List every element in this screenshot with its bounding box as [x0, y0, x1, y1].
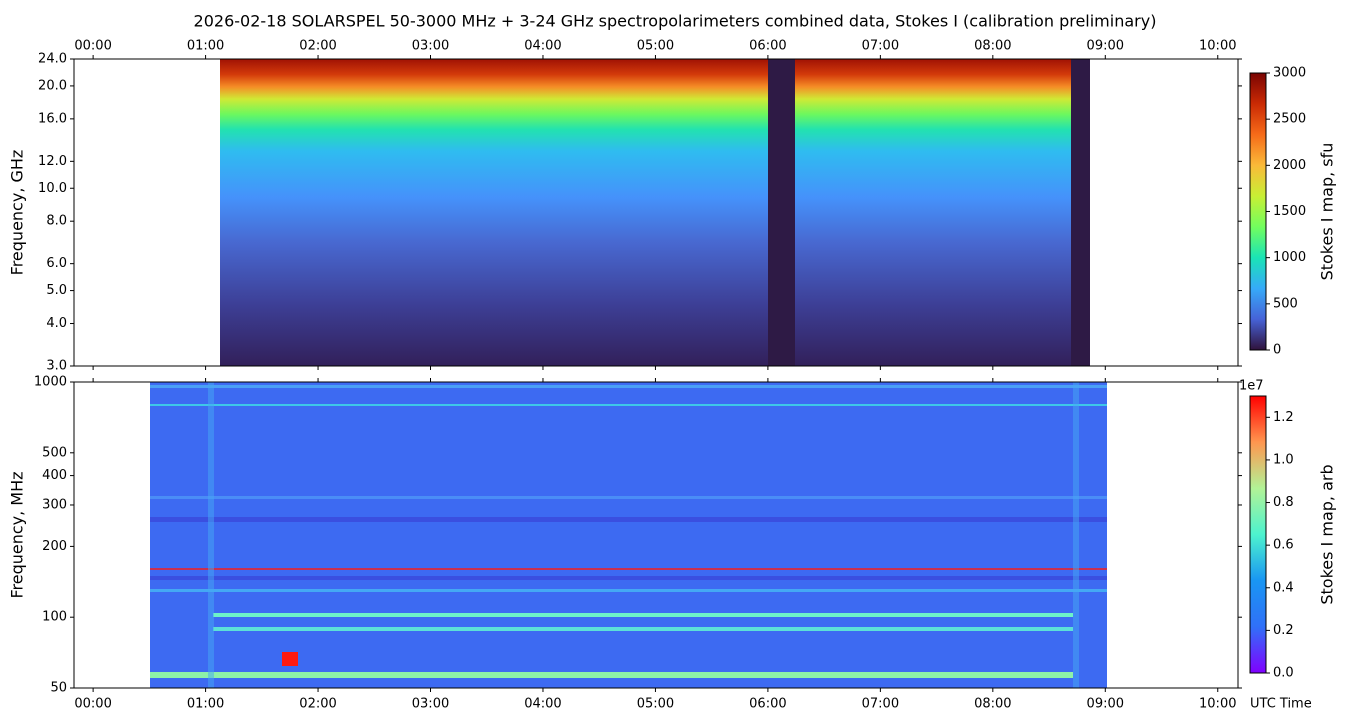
colorbar-offset-label: 1e7: [1239, 379, 1264, 394]
x-tick-label: 08:00: [974, 697, 1011, 712]
x-tick-label: 03:00: [412, 697, 449, 712]
colorbar-label: Stokes I map, sfu: [1318, 143, 1337, 281]
x-tick-label: 06:00: [749, 39, 786, 54]
colorbar-tick-label: 2500: [1273, 112, 1306, 127]
x-tick-label: 07:00: [862, 39, 899, 54]
colorbar: [1249, 395, 1267, 674]
colorbar-tick-label: 500: [1273, 296, 1298, 311]
y-tick-label: 20.0: [38, 78, 67, 93]
y-tick-label: 500: [42, 445, 67, 460]
y-tick-label: 10.0: [38, 181, 67, 196]
x-tick-label: 05:00: [637, 697, 674, 712]
y-tick-label: 4.0: [46, 316, 67, 331]
colorbar: [1249, 72, 1267, 351]
y-tick-label: 300: [42, 497, 67, 512]
y-tick-label: 5.0: [46, 283, 67, 298]
plot-frame: [73, 381, 1239, 689]
x-tick-label: 05:00: [637, 39, 674, 54]
x-tick-label: 10:00: [1199, 39, 1236, 54]
x-tick-label: 04:00: [524, 39, 561, 54]
colorbar-tick-label: 1.0: [1273, 452, 1294, 467]
colorbar-tick-label: 0: [1273, 343, 1281, 358]
colorbar-tick-label: 0.6: [1273, 538, 1294, 553]
x-tick-label: 04:00: [524, 697, 561, 712]
colorbar-tick-label: 1500: [1273, 204, 1306, 219]
x-tick-label: 01:00: [187, 39, 224, 54]
y-tick-label: 3.0: [46, 359, 67, 374]
x-tick-label: 00:00: [74, 697, 111, 712]
x-tick-label: 08:00: [974, 39, 1011, 54]
x-tick-label: 03:00: [412, 39, 449, 54]
spectrogram-image: [150, 382, 1107, 688]
x-tick-label: 02:00: [299, 697, 336, 712]
colorbar-tick-label: 0.8: [1273, 495, 1294, 510]
x-tick-label: 09:00: [1087, 39, 1124, 54]
x-tick-label: 07:00: [862, 697, 899, 712]
x-tick-label: 10:00: [1199, 697, 1236, 712]
x-axis-label: UTC Time: [1250, 697, 1312, 712]
y-axis-label: Frequency, GHz: [8, 150, 27, 276]
y-tick-label: 16.0: [38, 111, 67, 126]
spectrogram-image: [220, 59, 1090, 366]
y-tick-label: 1000: [34, 375, 67, 390]
colorbar-tick-label: 0.0: [1273, 666, 1294, 681]
y-tick-label: 100: [42, 610, 67, 625]
y-tick-label: 6.0: [46, 256, 67, 271]
y-tick-label: 24.0: [38, 52, 67, 67]
y-tick-label: 50: [50, 681, 67, 696]
colorbar-label: Stokes I map, arb: [1318, 464, 1337, 604]
chart-title: 2026-02-18 SOLARSPEL 50-3000 MHz + 3-24 …: [194, 12, 1157, 31]
x-tick-label: 06:00: [749, 697, 786, 712]
colorbar-tick-label: 1000: [1273, 250, 1306, 265]
y-tick-label: 200: [42, 539, 67, 554]
y-tick-label: 12.0: [38, 154, 67, 169]
x-tick-label: 01:00: [187, 697, 224, 712]
colorbar-tick-label: 0.2: [1273, 623, 1294, 638]
x-tick-label: 09:00: [1087, 697, 1124, 712]
colorbar-tick-label: 1.2: [1273, 410, 1294, 425]
colorbar-tick-label: 0.4: [1273, 580, 1294, 595]
y-tick-label: 8.0: [46, 214, 67, 229]
x-tick-label: 00:00: [74, 39, 111, 54]
colorbar-tick-label: 2000: [1273, 158, 1306, 173]
y-axis-label: Frequency, MHz: [8, 471, 27, 598]
x-tick-label: 02:00: [299, 39, 336, 54]
y-tick-label: 400: [42, 468, 67, 483]
plot-frame: [73, 58, 1239, 367]
colorbar-tick-label: 3000: [1273, 66, 1306, 81]
